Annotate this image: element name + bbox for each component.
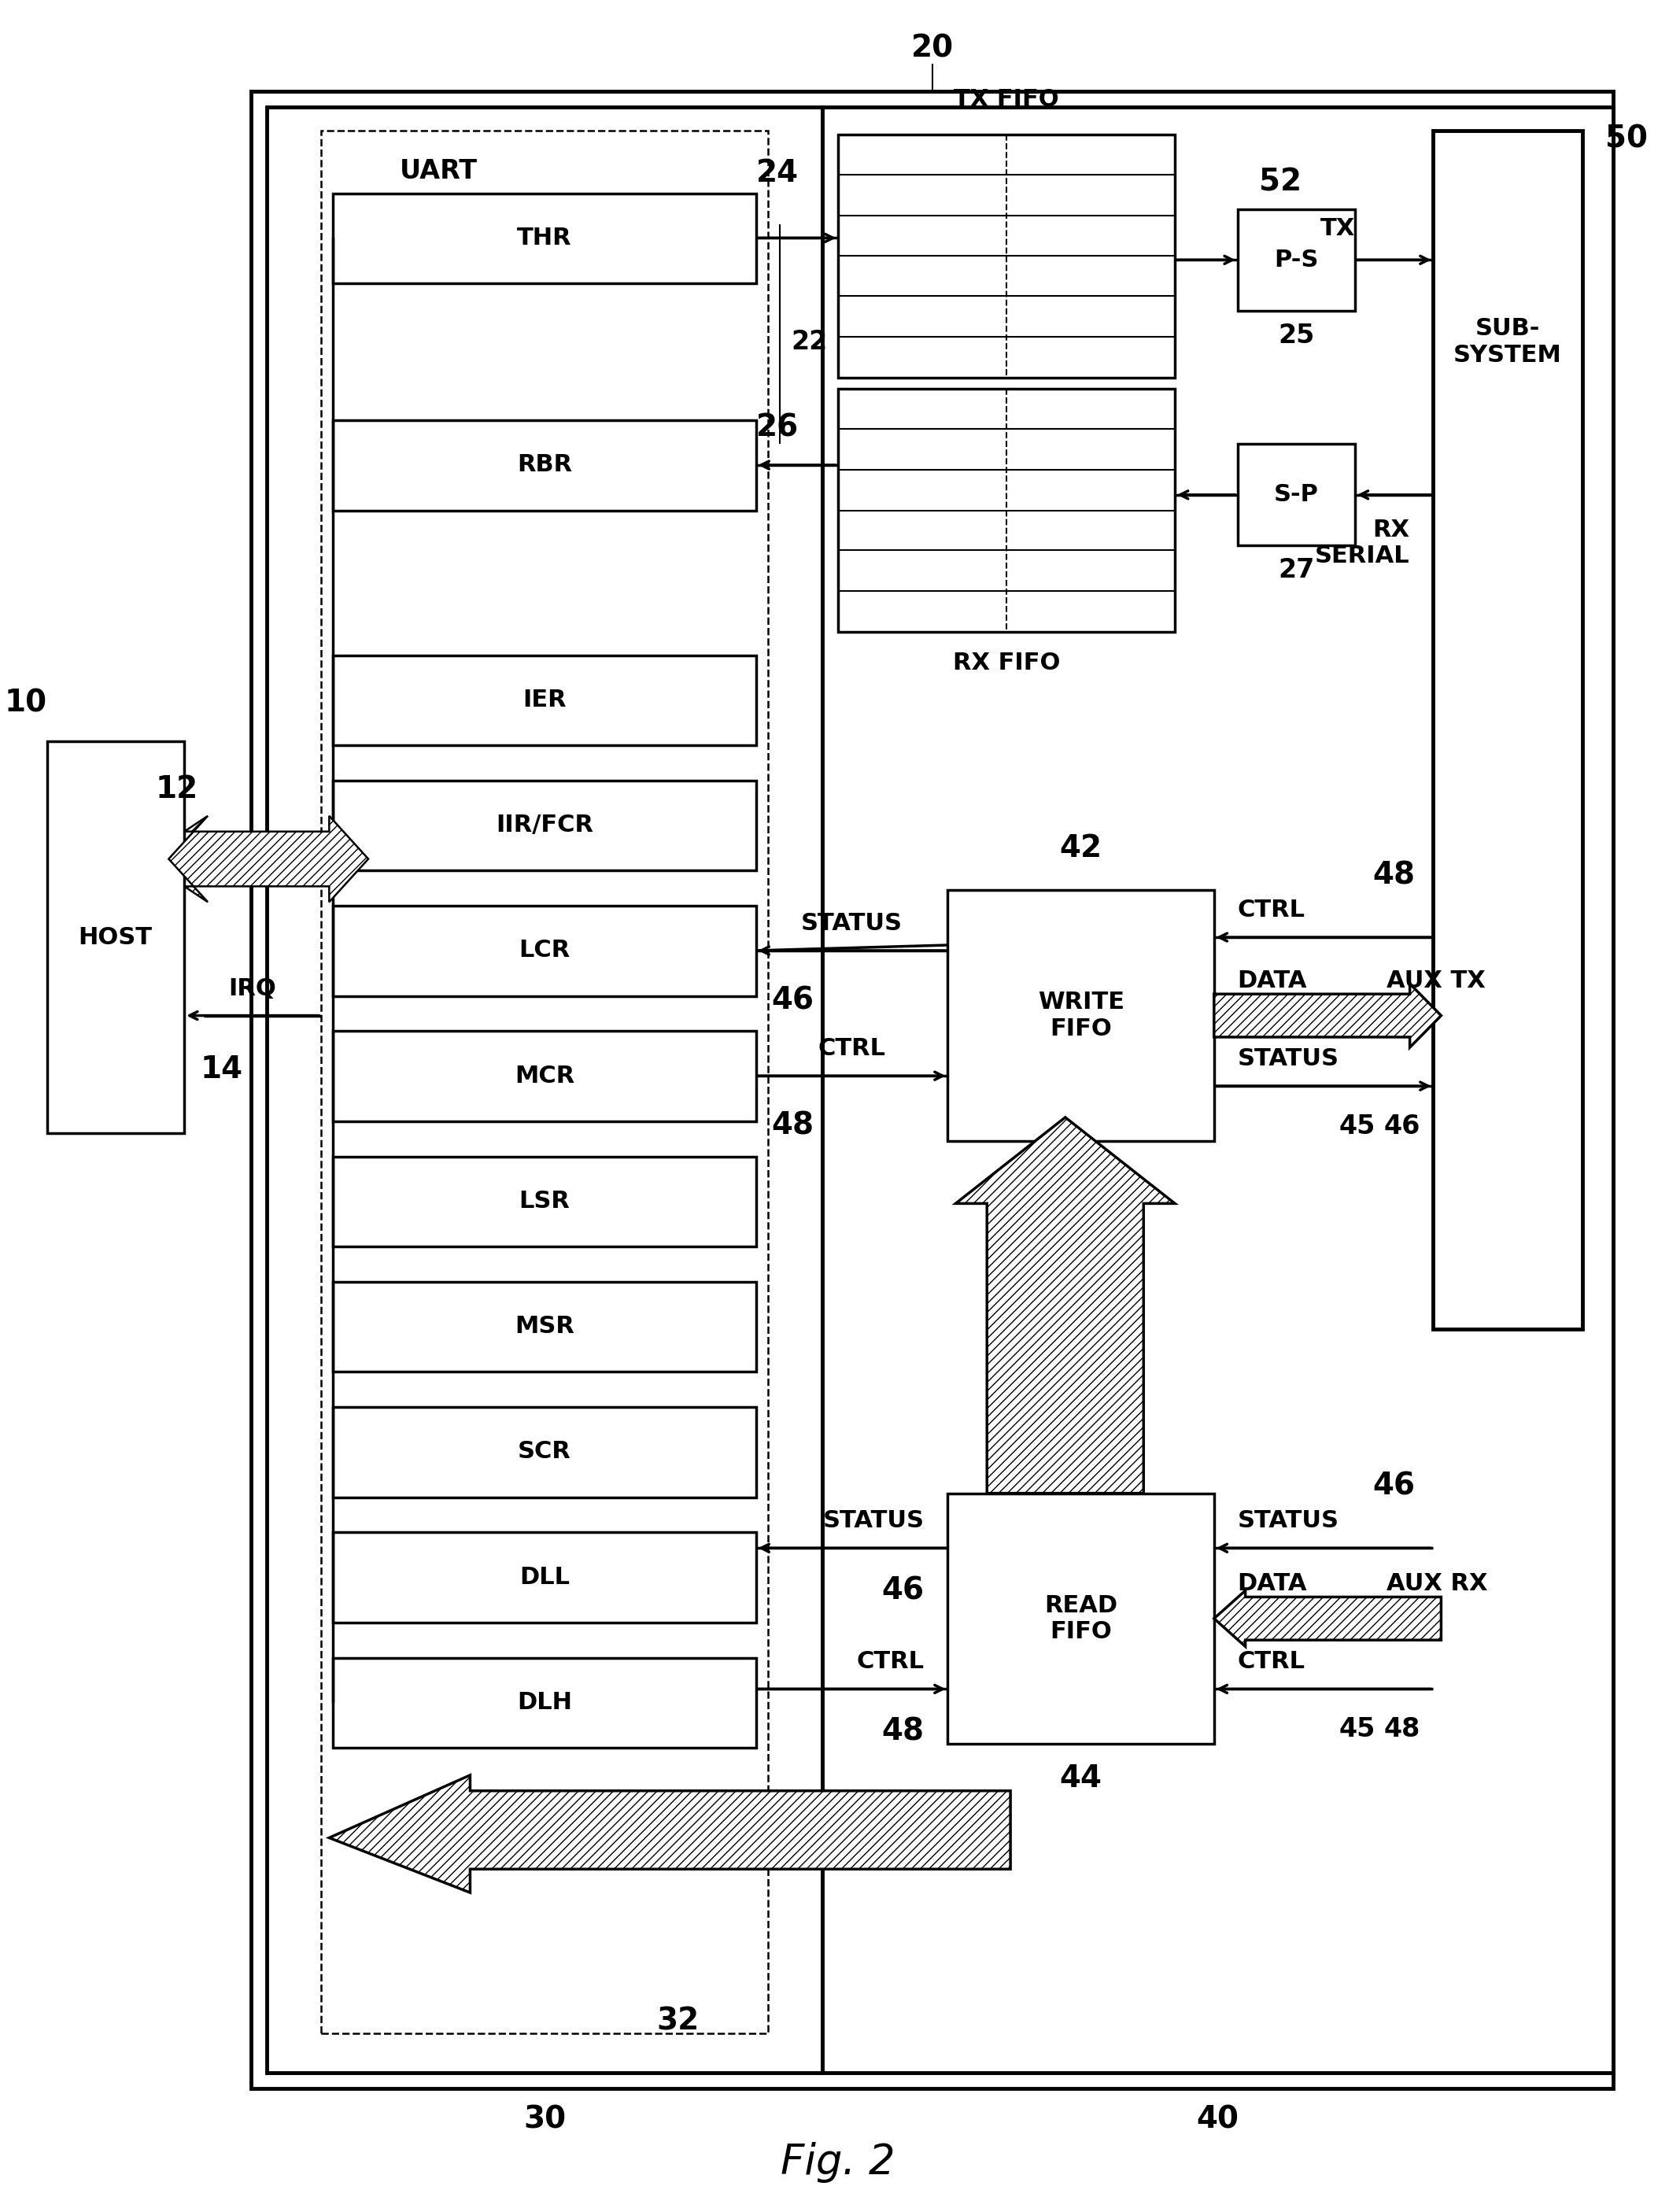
Bar (334, 1157, 756, 1248)
Bar (838, 135, 1175, 378)
Bar (334, 781, 756, 872)
Polygon shape (329, 1776, 1010, 1893)
Text: RBR: RBR (517, 453, 572, 476)
Text: 48: 48 (881, 1717, 925, 1745)
Text: STATUS: STATUS (801, 911, 903, 936)
Polygon shape (1213, 1590, 1440, 1646)
Text: STATUS: STATUS (823, 1509, 925, 1533)
Text: DATA: DATA (1237, 1573, 1307, 1595)
Text: RX
SERIAL: RX SERIAL (1315, 518, 1410, 568)
Bar (948, 1493, 1213, 1743)
Text: 46: 46 (1374, 1471, 1415, 1502)
Text: IIR/FCR: IIR/FCR (496, 814, 592, 836)
Text: 25: 25 (1278, 323, 1315, 349)
Bar (334, 1533, 756, 1621)
Bar (334, 907, 756, 995)
Text: 30: 30 (522, 2106, 566, 2135)
Text: HOST: HOST (78, 927, 152, 949)
Text: WRITE
FIFO: WRITE FIFO (1038, 991, 1125, 1040)
Text: SUB-
SYSTEM: SUB- SYSTEM (1454, 319, 1562, 367)
Text: STATUS: STATUS (1237, 1509, 1339, 1533)
Bar (334, 655, 756, 745)
Text: UART: UART (399, 157, 477, 184)
Text: CTRL: CTRL (1237, 1650, 1305, 1672)
Text: MCR: MCR (514, 1064, 574, 1088)
Bar (1237, 208, 1355, 310)
Text: 12: 12 (155, 774, 199, 805)
Text: IER: IER (522, 688, 566, 712)
Bar (322, 131, 768, 2033)
Text: 48: 48 (771, 1110, 814, 1141)
Text: TX FIFO: TX FIFO (955, 88, 1060, 111)
Bar (334, 1031, 756, 1121)
Bar (1237, 445, 1355, 546)
Text: THR: THR (517, 226, 572, 250)
Polygon shape (956, 1117, 1175, 1493)
Text: 52: 52 (1260, 168, 1302, 197)
Text: 14: 14 (200, 1055, 242, 1084)
Text: MSR: MSR (514, 1314, 574, 1338)
Text: 45: 45 (1339, 1717, 1375, 1743)
Text: 40: 40 (1197, 2106, 1238, 2135)
Text: LCR: LCR (519, 940, 571, 962)
Text: 32: 32 (656, 2006, 699, 2035)
Text: AUX RX: AUX RX (1387, 1573, 1487, 1595)
Text: 50: 50 (1606, 124, 1647, 153)
Polygon shape (169, 816, 369, 902)
Bar (334, 1657, 756, 1747)
Text: AUX TX: AUX TX (1387, 969, 1485, 991)
Text: READ
FIFO: READ FIFO (1045, 1595, 1118, 1644)
Bar (948, 889, 1213, 1141)
Bar (250, 91, 1614, 2088)
Text: DLH: DLH (517, 1690, 572, 1714)
Bar (334, 420, 756, 511)
Text: 48: 48 (1374, 860, 1415, 889)
Text: 46: 46 (771, 987, 814, 1015)
Text: 27: 27 (1278, 557, 1315, 584)
Text: 26: 26 (756, 414, 799, 442)
Bar (47, 741, 184, 1133)
Text: 42: 42 (1060, 834, 1102, 863)
Text: S-P: S-P (1273, 484, 1319, 507)
Text: LSR: LSR (519, 1190, 571, 1212)
Text: RX FIFO: RX FIFO (953, 650, 1060, 675)
Text: 48: 48 (1384, 1717, 1420, 1743)
Bar (267, 106, 823, 2073)
Text: DATA: DATA (1237, 969, 1307, 991)
Bar (334, 192, 756, 283)
Text: TX: TX (1320, 217, 1355, 241)
Bar (1434, 131, 1582, 1329)
Text: DLL: DLL (519, 1566, 569, 1588)
Polygon shape (1213, 984, 1440, 1048)
Bar (334, 1407, 756, 1498)
Text: 20: 20 (911, 33, 953, 64)
Text: SCR: SCR (517, 1440, 571, 1462)
Bar (838, 389, 1175, 633)
Text: IRQ: IRQ (229, 978, 277, 1000)
Text: P-S: P-S (1273, 248, 1319, 272)
Text: 24: 24 (756, 157, 799, 188)
Bar (334, 1281, 756, 1371)
Text: 45: 45 (1339, 1113, 1375, 1139)
Text: STATUS: STATUS (1237, 1048, 1339, 1071)
Text: Fig. 2: Fig. 2 (781, 2141, 895, 2183)
Text: 46: 46 (1384, 1113, 1420, 1139)
Text: CTRL: CTRL (856, 1650, 925, 1672)
Bar (823, 106, 1614, 2073)
Text: CTRL: CTRL (818, 1037, 885, 1060)
Text: 46: 46 (881, 1575, 925, 1606)
Text: CTRL: CTRL (1237, 898, 1305, 922)
Text: 10: 10 (5, 688, 47, 719)
Text: 44: 44 (1060, 1763, 1102, 1794)
Text: 22: 22 (791, 330, 828, 356)
